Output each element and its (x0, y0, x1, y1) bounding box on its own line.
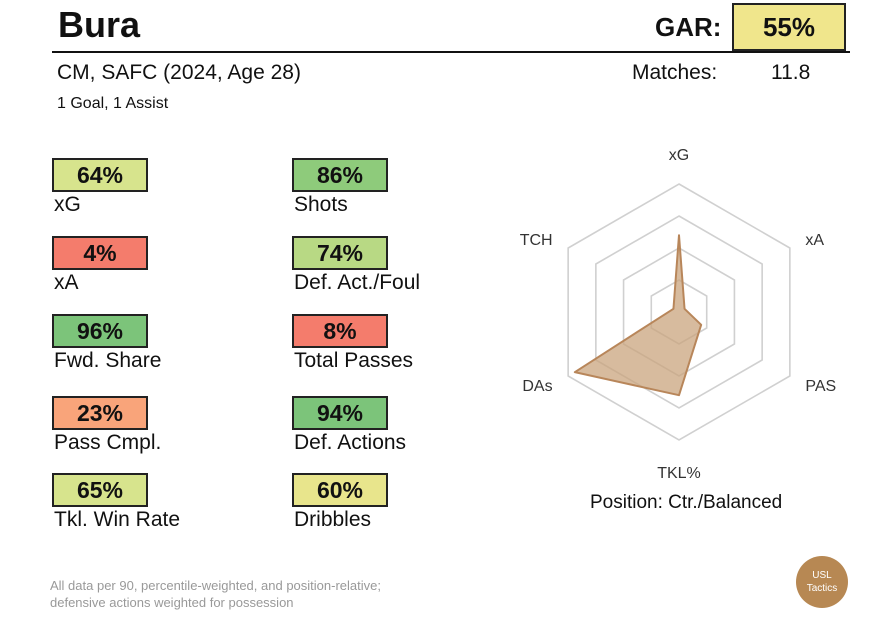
logo-line-2: Tactics (806, 583, 838, 594)
stat-percentile-box: 96% (52, 314, 148, 348)
stat-label: Def. Actions (294, 431, 407, 454)
stat-percentile-box: 8% (292, 314, 388, 348)
radar-axis-label: TCH (520, 232, 553, 249)
footnote: All data per 90, percentile-weighted, an… (50, 577, 381, 611)
footnote-line-2: defensive actions weighted for possessio… (50, 595, 294, 610)
stat-percentile-box: 94% (292, 396, 388, 430)
radar-axis-label: DAs (522, 378, 552, 395)
stat-percentile-box: 65% (52, 473, 148, 507)
footnote-line-1: All data per 90, percentile-weighted, an… (50, 578, 381, 593)
player-name: Bura (58, 4, 141, 45)
stat-label: Fwd. Share (54, 349, 162, 372)
stat-percentile-box: 74% (292, 236, 388, 270)
stat-label: Tkl. Win Rate (54, 508, 181, 531)
logo-line-1: USL (812, 570, 832, 581)
radar-axis-label: TKL% (657, 465, 701, 482)
stat-tile: 60% Dribbles (292, 473, 388, 532)
radar-axis-label: xA (805, 232, 824, 249)
gar-label: GAR: (655, 12, 722, 42)
goals-assists: 1 Goal, 1 Assist (57, 95, 169, 112)
stat-tile: 65% Tkl. Win Rate (52, 473, 180, 532)
stat-tile: 4% xA (52, 236, 148, 295)
stat-tile: 86% Shots (292, 158, 388, 217)
stat-label: Total Passes (294, 349, 414, 372)
stat-label: xG (54, 193, 81, 216)
stat-tile: 8% Total Passes (292, 314, 413, 373)
radar-axis-label: PAS (805, 378, 836, 395)
player-subtitle: CM, SAFC (2024, Age 28) (57, 61, 301, 84)
stat-percentile-box: 23% (52, 396, 148, 430)
stat-percentile-box: 86% (292, 158, 388, 192)
stat-percentile-box: 64% (52, 158, 148, 192)
stat-label: xA (54, 271, 79, 294)
radar-value-area (573, 234, 703, 397)
radar-chart: xG xA PAS TKL% DAs TCH (520, 147, 837, 482)
stat-percentile-box: 60% (292, 473, 388, 507)
stat-tile: 94% Def. Actions (292, 396, 406, 455)
gar-value-box: 55% (732, 3, 846, 51)
matches-value: 11.8 (771, 61, 811, 84)
stat-label: Shots (294, 193, 348, 216)
radar-grid-ring (595, 215, 763, 409)
stat-tile: 23% Pass Cmpl. (52, 396, 161, 455)
stat-percentile-box: 4% (52, 236, 148, 270)
header-divider (52, 51, 850, 53)
stat-tile: 96% Fwd. Share (52, 314, 161, 373)
usl-tactics-logo: USL Tactics (796, 556, 848, 608)
stat-label: Pass Cmpl. (54, 431, 162, 454)
matches-label: Matches: (632, 61, 718, 84)
position-label: Position: Ctr./Balanced (590, 492, 783, 513)
radar-axis-label: xG (669, 147, 689, 164)
radar-grid-ring (567, 183, 791, 441)
stat-tile: 74% Def. Act./Foul (292, 236, 420, 295)
stat-tile: 64% xG (52, 158, 148, 217)
stat-label: Dribbles (294, 508, 372, 531)
stat-label: Def. Act./Foul (294, 271, 421, 294)
